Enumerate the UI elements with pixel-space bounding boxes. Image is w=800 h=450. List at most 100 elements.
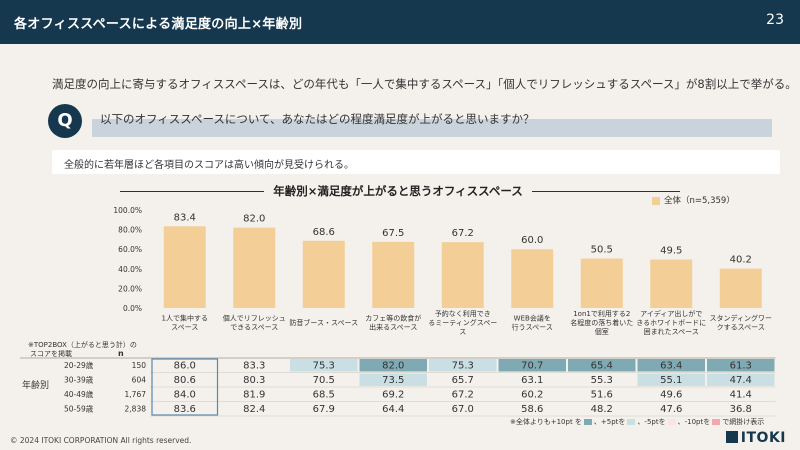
footnote-b: 、-5ptを (637, 418, 666, 426)
table-cell-value: 70.5 (313, 375, 335, 386)
n-column-header: n (118, 349, 124, 358)
table-cell-value: 80.6 (174, 375, 196, 386)
page-header: 各オフィススペースによる満足度の向上×年齢別 23 (0, 0, 800, 44)
table-cell-value: 47.6 (660, 404, 682, 415)
legend-swatch (652, 196, 660, 205)
copyright: © 2024 ITOKI CORPORATION All rights rese… (10, 436, 192, 445)
y-tick-label: 0.0% (123, 304, 142, 313)
category-label: スペース (171, 324, 198, 332)
plus5-swatch (627, 419, 636, 425)
company-logo: ITOKI (725, 430, 786, 446)
bar (650, 259, 693, 308)
age-row-n: 150 (132, 361, 147, 370)
question-text: 以下のオフィススペースについて、あなたはどの程度満足度が上がると思いますか？ (100, 112, 535, 126)
category-label: 行うスペース (512, 323, 553, 332)
chart-title-box: 年齢別×満足度が上がると思うオフィススペース (264, 180, 532, 202)
shaded-cell (707, 373, 775, 386)
legend-label: 全体（n=5,359） (664, 196, 735, 206)
category-label: 予約なく利用でき (435, 309, 491, 318)
minus10-swatch (712, 419, 721, 425)
summary-note: 全般的に若年層ほど各項目のスコアは高い傾向が見受けられる。 (52, 150, 780, 174)
category-label: 個人でリフレッシュ (223, 314, 286, 323)
table-cell-value: 58.6 (521, 404, 543, 415)
table-cell-value: 75.3 (313, 361, 335, 372)
table-cell-value: 69.2 (382, 390, 404, 401)
age-row-n: 2,838 (125, 405, 147, 414)
category-label: 1on1で利用する2 (573, 309, 630, 318)
table-cell-value: 55.1 (660, 375, 682, 386)
table-cell-value: 82.4 (243, 404, 265, 415)
category-label: アイディア出しがで (640, 309, 702, 318)
category-label: 防音ブース・スペース (289, 318, 358, 327)
table-note-line2: スコアを掲載 (30, 350, 72, 358)
question-badge: Q (48, 104, 82, 138)
category-label: カフェ等の飲食が (365, 314, 421, 323)
footnote-c: 、-10ptを (677, 418, 711, 426)
bar (372, 241, 415, 308)
age-row-n: 1,767 (125, 390, 147, 399)
category-label: 1人で集中する (162, 314, 208, 323)
table-cell-value: 65.4 (591, 361, 613, 372)
table-cell-value: 82.0 (382, 361, 404, 372)
table-cell-value: 75.3 (452, 361, 474, 372)
shaded-cell (637, 373, 705, 386)
shaded-cell (429, 359, 497, 372)
shaded-cell (568, 359, 636, 372)
table-cell-value: 70.7 (521, 361, 543, 372)
table-cell-value: 41.4 (730, 390, 752, 401)
bar (163, 226, 206, 308)
age-row-label: 20-29歳 (64, 360, 94, 370)
y-tick-label: 40.0% (118, 265, 142, 274)
table-cell-value: 60.2 (521, 390, 543, 401)
page-title: 各オフィススペースによる満足度の向上×年齢別 (14, 17, 303, 32)
bar (719, 268, 762, 308)
shaded-cell (359, 373, 427, 386)
age-row-n: 604 (132, 376, 147, 385)
age-group-label: 年齢別 (22, 381, 50, 391)
table-cell-value: 68.5 (313, 390, 335, 401)
footnote-prefix: ※全体よりも+10pt を (510, 418, 582, 426)
bar-value-label: 68.6 (313, 227, 335, 238)
category-label: できるスペース (230, 324, 278, 332)
table-cell-value: 64.4 (382, 404, 404, 415)
age-row-label: 30-39歳 (64, 375, 94, 385)
bar (302, 240, 345, 308)
table-cell-value: 67.9 (313, 404, 335, 415)
minus5-swatch (667, 419, 676, 425)
category-label: クするスペース (717, 324, 765, 332)
bar-value-label: 60.0 (521, 235, 543, 246)
table-cell-value: 51.6 (591, 390, 613, 401)
table-cell-value: 73.5 (382, 375, 404, 386)
table-cell-value: 67.0 (452, 404, 474, 415)
table-cell-value: 61.3 (730, 361, 752, 372)
summary-note-text: 全般的に若年層ほど各項目のスコアは高い傾向が見受けられる。 (64, 160, 354, 171)
category-label: スタンディングワー (709, 314, 772, 323)
category-label: 出来るスペース (369, 323, 417, 332)
page-number: 23 (766, 12, 784, 28)
table-cell-value: 63.1 (521, 375, 543, 386)
table-cell-value: 49.6 (660, 390, 682, 401)
highlight-column-frame (151, 358, 219, 416)
table-cell-value: 83.6 (174, 404, 196, 415)
table-cell-value: 67.2 (452, 390, 474, 401)
category-label: 個室 (595, 327, 609, 336)
question-bar (92, 119, 772, 137)
table-cell-value: 80.3 (243, 375, 265, 386)
table-cell-value: 84.0 (174, 390, 196, 401)
category-label: きるホワイトボードに (636, 319, 706, 327)
bar-value-label: 67.2 (452, 228, 474, 239)
age-row-label: 50-59歳 (64, 404, 94, 414)
shaded-cell (498, 359, 566, 372)
bar-value-label: 50.5 (591, 245, 613, 256)
table-cell-value: 65.7 (452, 375, 474, 386)
y-tick-label: 20.0% (118, 284, 142, 293)
table-cell-value: 47.4 (730, 375, 752, 386)
shaded-cell (707, 359, 775, 372)
footnote-d: で網掛け表示 (722, 418, 765, 426)
category-label: ス (459, 328, 466, 336)
category-label: るミーティングスペー (428, 318, 497, 327)
table-cell-value: 48.2 (591, 404, 613, 415)
category-label: WEB会議を (514, 314, 551, 323)
chart-title: 年齢別×満足度が上がると思うオフィススペース (273, 184, 523, 198)
legend: 全体（n=5,359） (652, 194, 735, 206)
